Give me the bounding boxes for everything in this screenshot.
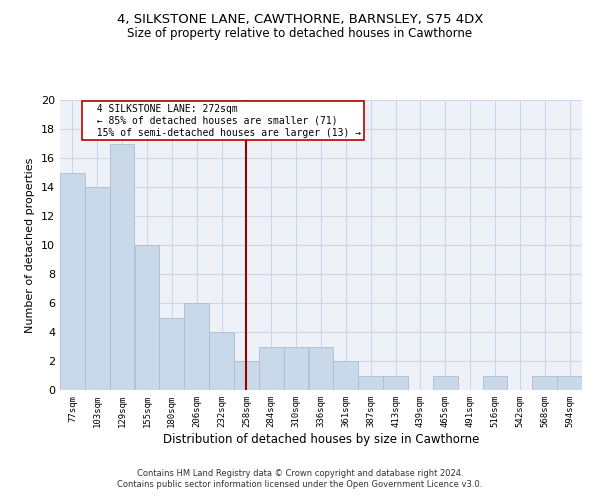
Bar (383, 376, 408, 390)
Bar (184, 303, 209, 390)
Bar (60, 172, 85, 390)
Bar (308, 346, 334, 390)
Bar (482, 376, 508, 390)
Bar (209, 332, 234, 390)
Text: 4, SILKSTONE LANE, CAWTHORNE, BARNSLEY, S75 4DX: 4, SILKSTONE LANE, CAWTHORNE, BARNSLEY, … (117, 12, 483, 26)
Bar (160, 318, 184, 390)
Bar (134, 245, 160, 390)
Bar (284, 346, 308, 390)
Text: Distribution of detached houses by size in Cawthorne: Distribution of detached houses by size … (163, 432, 479, 446)
Bar (433, 376, 458, 390)
Y-axis label: Number of detached properties: Number of detached properties (25, 158, 35, 332)
Bar (334, 361, 358, 390)
Bar (110, 144, 134, 390)
Text: Contains HM Land Registry data © Crown copyright and database right 2024.: Contains HM Land Registry data © Crown c… (137, 468, 463, 477)
Bar (557, 376, 582, 390)
Bar (85, 187, 110, 390)
Bar (259, 346, 284, 390)
Bar (532, 376, 557, 390)
Text: Contains public sector information licensed under the Open Government Licence v3: Contains public sector information licen… (118, 480, 482, 489)
Text: 4 SILKSTONE LANE: 272sqm
  ← 85% of detached houses are smaller (71)
  15% of se: 4 SILKSTONE LANE: 272sqm ← 85% of detach… (85, 104, 361, 138)
Bar (234, 361, 259, 390)
Text: Size of property relative to detached houses in Cawthorne: Size of property relative to detached ho… (127, 28, 473, 40)
Bar (358, 376, 383, 390)
